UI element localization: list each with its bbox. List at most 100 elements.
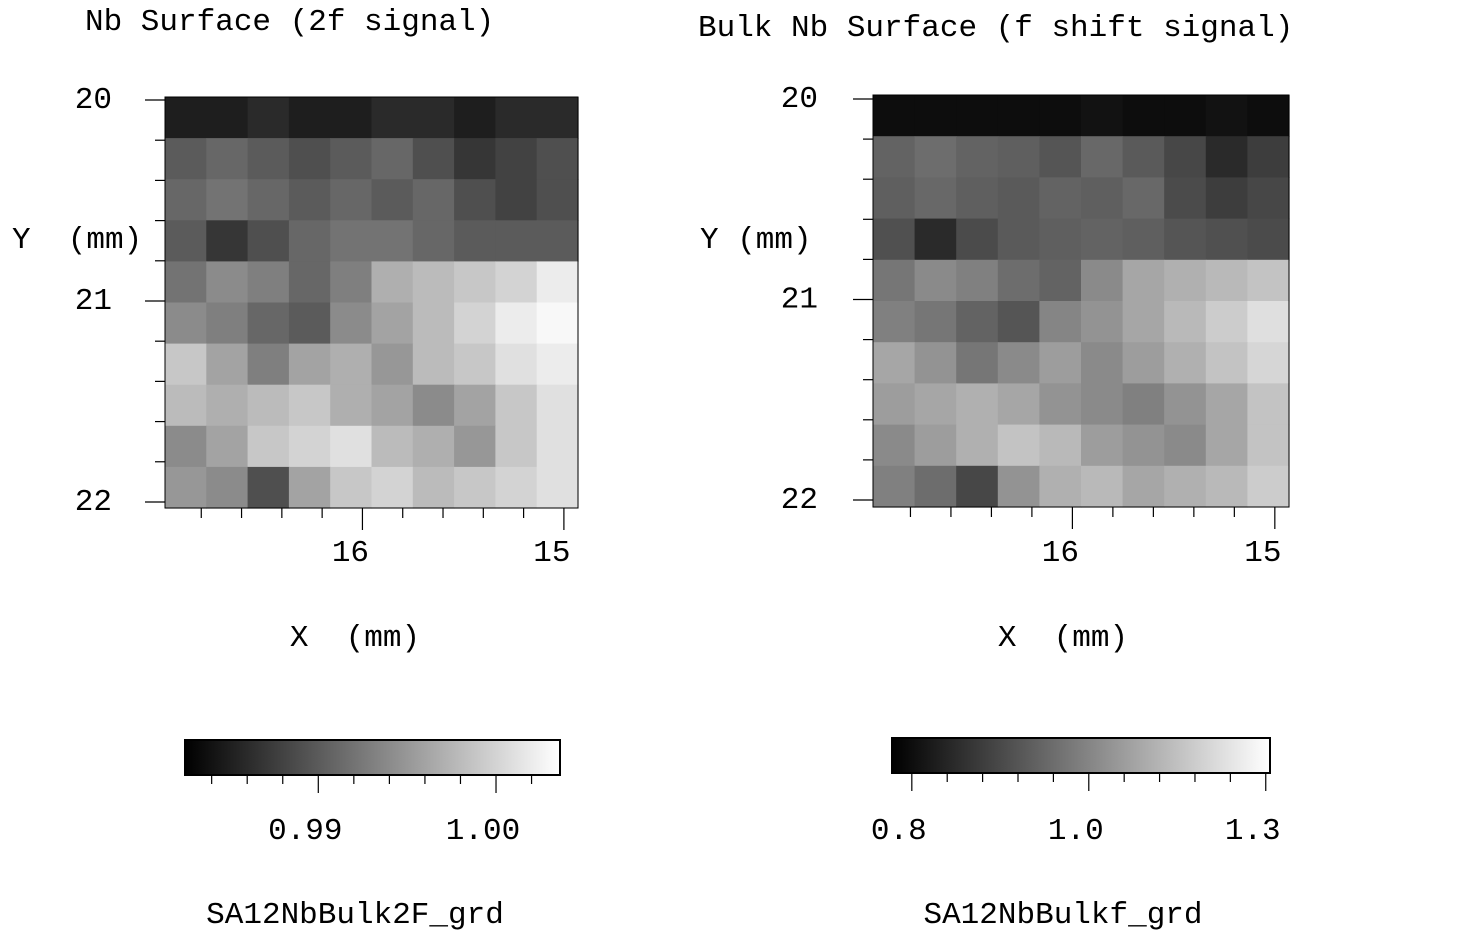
heatmap-cell — [165, 220, 207, 262]
heatmap-cell — [1164, 424, 1207, 467]
heatmap-cell — [330, 97, 373, 139]
heatmap-cell — [1039, 424, 1082, 467]
heatmap-cell — [454, 302, 496, 345]
heatmap-cell — [288, 261, 331, 304]
heatmap-cell — [454, 220, 496, 262]
heatmap-cell — [412, 466, 455, 509]
heatmap-cell — [997, 383, 1040, 426]
heatmap-cell — [247, 302, 290, 345]
heatmap-cell — [873, 95, 916, 137]
heatmap-cell — [165, 384, 207, 427]
heatmap-cell — [1081, 383, 1124, 426]
heatmap-cell — [914, 424, 957, 467]
heatmap-cell — [495, 384, 538, 427]
heatmap-cell — [914, 301, 957, 343]
heatmap-cell — [536, 179, 579, 221]
heatmap-cell — [454, 261, 496, 304]
heatmap-cell — [956, 136, 999, 178]
heatmap-cell — [206, 261, 249, 304]
heatmap-cell — [1205, 177, 1248, 220]
colorbar-tick-label: 0.99 — [268, 814, 342, 849]
heatmap-cell — [914, 342, 957, 384]
heatmap-cell — [1164, 95, 1207, 137]
heatmap-cell — [1205, 218, 1248, 261]
heatmap-cell — [1247, 259, 1290, 302]
heatmap-cell — [288, 220, 331, 262]
heatmap-cell — [1122, 95, 1165, 137]
heatmap-cell — [914, 136, 957, 178]
heatmap-cell — [454, 384, 496, 427]
heatmap-cell — [454, 343, 496, 386]
heatmap-cell — [997, 342, 1040, 384]
heatmap-cell — [288, 138, 331, 180]
heatmap-cell — [536, 425, 579, 468]
heatmap-cell — [412, 425, 455, 468]
heatmap-cell — [956, 177, 999, 220]
heatmap-cell — [1247, 424, 1290, 467]
heatmap-cell — [1205, 301, 1248, 343]
heatmap-cell — [873, 177, 916, 220]
heatmap-cell — [371, 302, 414, 345]
heatmap-cell — [1247, 342, 1290, 384]
heatmap-cell — [1081, 95, 1124, 137]
heatmap-cell — [454, 97, 496, 139]
heatmap-cell — [206, 302, 249, 345]
heatmap-cell — [1081, 465, 1124, 508]
heatmap-cell — [536, 138, 579, 180]
heatmap-cell — [288, 302, 331, 345]
heatmap-cell — [247, 384, 290, 427]
colorbar-tick-label: 1.0 — [1048, 814, 1104, 849]
heatmap-cell — [997, 301, 1040, 343]
heatmap-cell — [1122, 259, 1165, 302]
heatmap-cell — [1122, 342, 1165, 384]
y-axis-label: Y (mm) — [12, 223, 142, 258]
heatmap-cell — [536, 261, 579, 304]
colorbar — [891, 737, 1271, 774]
heatmap-cell — [371, 466, 414, 509]
heatmap-cell — [1122, 465, 1165, 508]
chart-title: Nb Surface (2f signal) — [85, 5, 494, 40]
heatmap-cell — [247, 179, 290, 221]
heatmap-cell — [1122, 136, 1165, 178]
heatmap-cell — [206, 220, 249, 262]
heatmap-cell — [371, 97, 414, 139]
heatmap-cell — [206, 343, 249, 386]
heatmap-cell — [1164, 465, 1207, 508]
colorbar-tick-label: 1.00 — [446, 814, 520, 849]
heatmap-cell — [956, 218, 999, 261]
y-tick-label: 22 — [781, 483, 818, 518]
heatmap-cell — [1122, 424, 1165, 467]
colorbar — [184, 739, 561, 776]
heatmap-cell — [330, 261, 373, 304]
heatmap-cell — [206, 425, 249, 468]
heatmap-cell — [330, 220, 373, 262]
heatmap-cell — [914, 465, 957, 508]
heatmap-cell — [206, 97, 249, 139]
heatmap-cell — [1039, 218, 1082, 261]
heatmap-cell — [914, 383, 957, 426]
heatmap-cell — [247, 466, 290, 509]
heatmap-cell — [1247, 301, 1290, 343]
heatmap-cell — [495, 97, 538, 139]
heatmap-cell — [1247, 383, 1290, 426]
heatmap-cell — [1039, 177, 1082, 220]
heatmap-cell — [165, 343, 207, 386]
heatmap-cell — [1205, 424, 1248, 467]
heatmap-cell — [495, 138, 538, 180]
heatmap-cell — [1247, 136, 1290, 178]
heatmap-cell — [288, 466, 331, 509]
colorbar-tick-label: 0.8 — [871, 814, 927, 849]
heatmap-cell — [412, 302, 455, 345]
heatmap-cell — [1122, 177, 1165, 220]
heatmap-cell — [371, 220, 414, 262]
heatmap-cell — [1247, 218, 1290, 261]
heatmap-cell — [330, 466, 373, 509]
heatmap-cell — [288, 97, 331, 139]
heatmap-cell — [1164, 259, 1207, 302]
heatmap-cell — [997, 424, 1040, 467]
heatmap-cell — [1122, 383, 1165, 426]
heatmap-cell — [536, 384, 579, 427]
heatmap-cell — [412, 97, 455, 139]
heatmap-cell — [412, 220, 455, 262]
chart-title: Bulk Nb Surface (f shift signal) — [698, 11, 1293, 46]
